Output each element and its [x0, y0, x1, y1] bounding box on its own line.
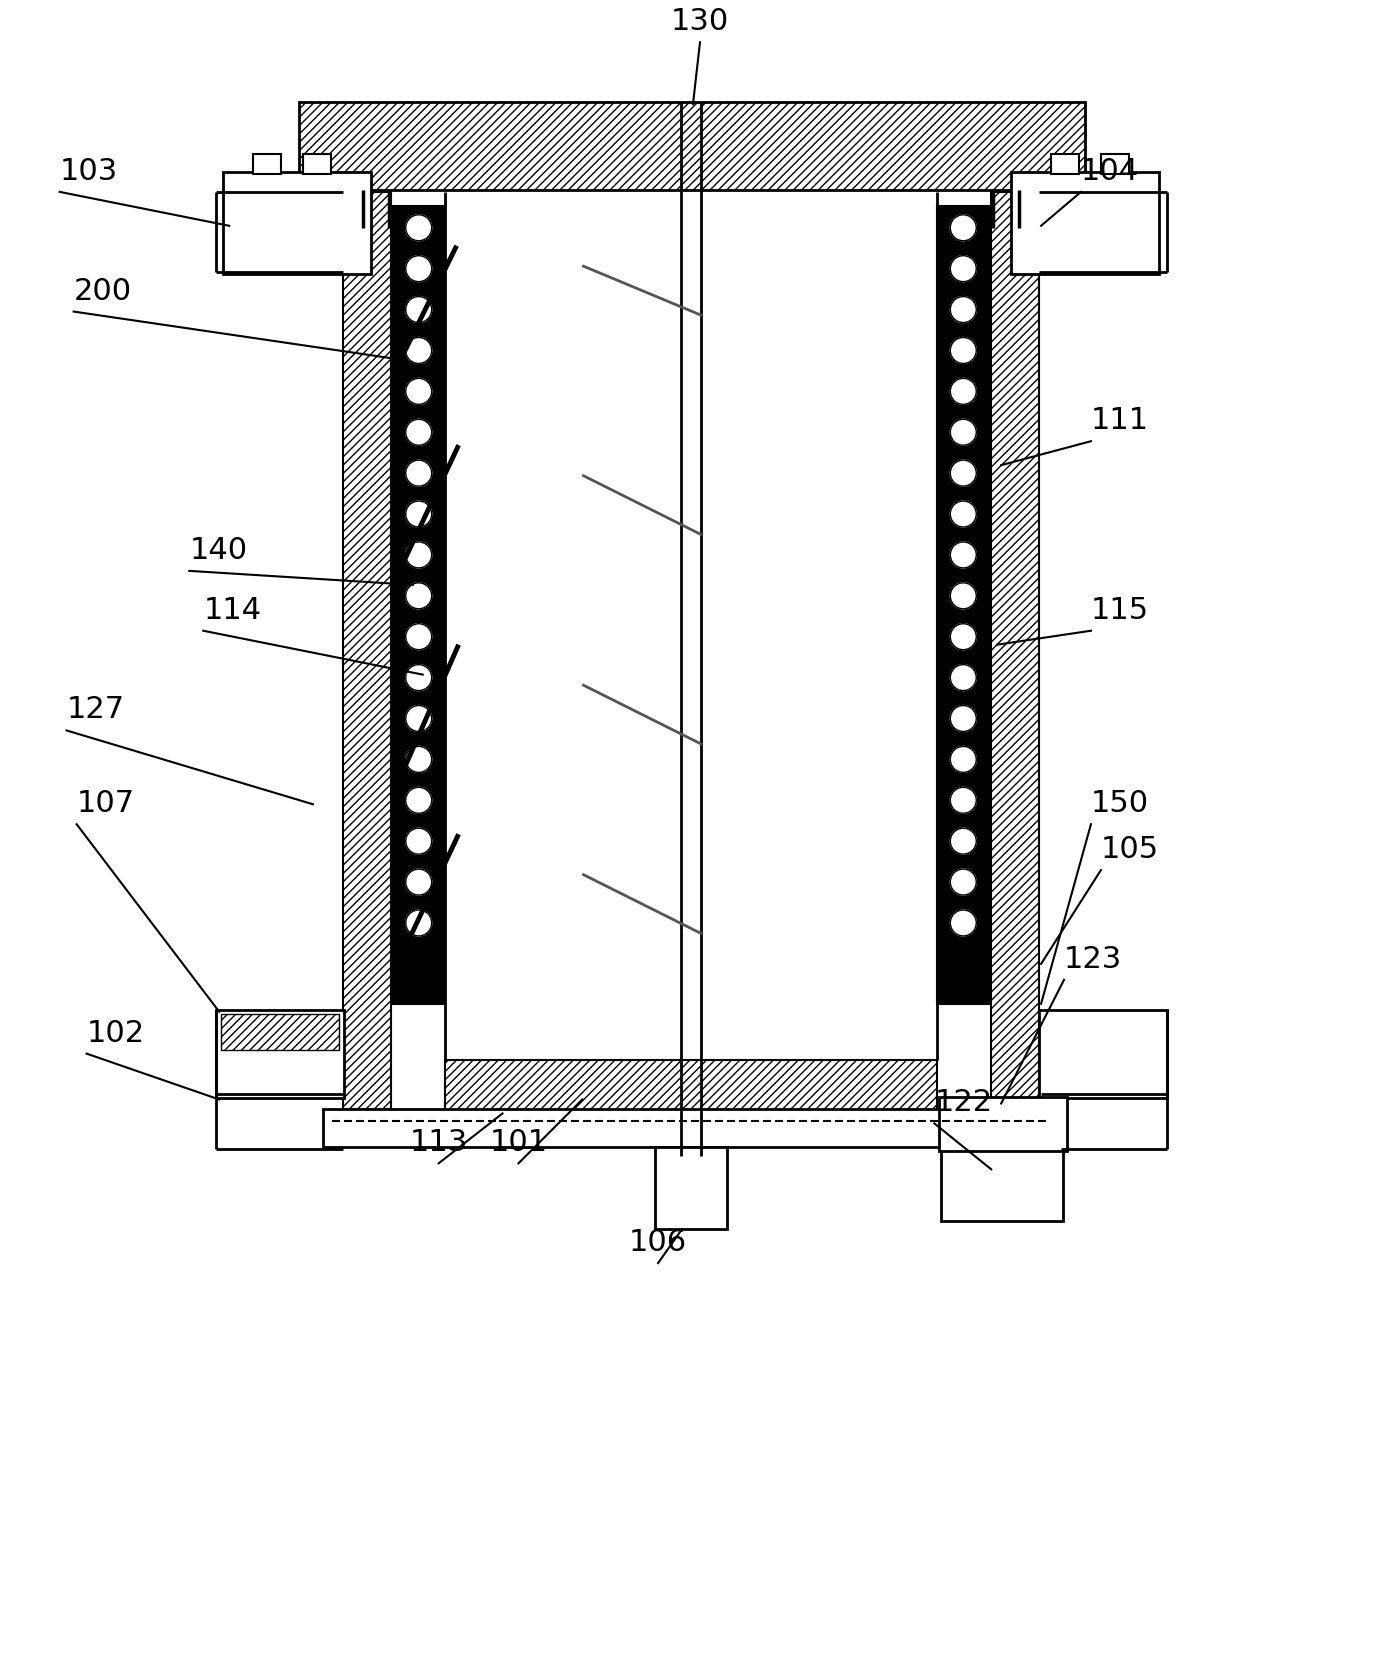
Circle shape	[406, 542, 431, 568]
Circle shape	[951, 665, 976, 691]
Circle shape	[951, 624, 976, 650]
Text: 140: 140	[189, 537, 247, 565]
Circle shape	[951, 460, 976, 487]
Text: 103: 103	[59, 157, 117, 186]
Bar	[1052, 154, 1079, 174]
Text: 107: 107	[76, 789, 134, 818]
Text: 106: 106	[629, 1229, 687, 1257]
Circle shape	[951, 214, 976, 241]
Bar	[1012, 172, 1158, 274]
Circle shape	[951, 746, 976, 772]
Bar	[991, 192, 1039, 1110]
Text: 101: 101	[489, 1129, 547, 1157]
Circle shape	[406, 746, 431, 772]
Circle shape	[406, 706, 431, 731]
Text: 200: 200	[73, 276, 131, 306]
Circle shape	[406, 828, 431, 854]
Bar	[224, 172, 370, 274]
Bar	[655, 1147, 727, 1229]
Circle shape	[951, 584, 976, 609]
Circle shape	[951, 420, 976, 445]
Circle shape	[406, 378, 431, 405]
Circle shape	[406, 502, 431, 527]
Circle shape	[406, 214, 431, 241]
Text: 114: 114	[203, 595, 261, 625]
Bar	[343, 192, 391, 1110]
Circle shape	[951, 296, 976, 323]
Circle shape	[951, 378, 976, 405]
Bar	[299, 102, 1085, 191]
Circle shape	[406, 256, 431, 281]
Circle shape	[406, 624, 431, 650]
Bar	[216, 1010, 344, 1097]
Text: 127: 127	[66, 696, 124, 724]
Bar	[392, 206, 445, 1003]
Circle shape	[406, 584, 431, 609]
Text: 150: 150	[1090, 789, 1148, 818]
Text: 122: 122	[934, 1088, 992, 1117]
Bar	[940, 1097, 1067, 1152]
Circle shape	[406, 420, 431, 445]
Circle shape	[406, 296, 431, 323]
Bar	[303, 154, 330, 174]
Circle shape	[951, 869, 976, 895]
Circle shape	[406, 338, 431, 363]
Circle shape	[951, 542, 976, 568]
Bar	[253, 154, 281, 174]
Circle shape	[951, 256, 976, 281]
Text: 105: 105	[1101, 834, 1159, 864]
Bar	[445, 1060, 937, 1112]
Bar	[1039, 1010, 1166, 1097]
Bar	[221, 1013, 339, 1050]
Text: 123: 123	[1064, 945, 1122, 973]
Circle shape	[406, 788, 431, 813]
Bar	[323, 1110, 1059, 1147]
Text: 111: 111	[1090, 406, 1148, 435]
Bar	[937, 206, 990, 1003]
Circle shape	[406, 869, 431, 895]
Text: 113: 113	[409, 1129, 467, 1157]
Bar	[941, 1149, 1063, 1221]
Circle shape	[951, 788, 976, 813]
Bar	[1101, 154, 1129, 174]
Circle shape	[951, 910, 976, 936]
Circle shape	[406, 665, 431, 691]
Circle shape	[951, 502, 976, 527]
Circle shape	[406, 460, 431, 487]
Text: 104: 104	[1081, 157, 1139, 186]
Text: 102: 102	[87, 1018, 145, 1048]
Circle shape	[951, 706, 976, 731]
Circle shape	[406, 910, 431, 936]
Text: 130: 130	[670, 7, 730, 37]
Circle shape	[951, 338, 976, 363]
Circle shape	[951, 828, 976, 854]
Text: 115: 115	[1090, 595, 1148, 625]
